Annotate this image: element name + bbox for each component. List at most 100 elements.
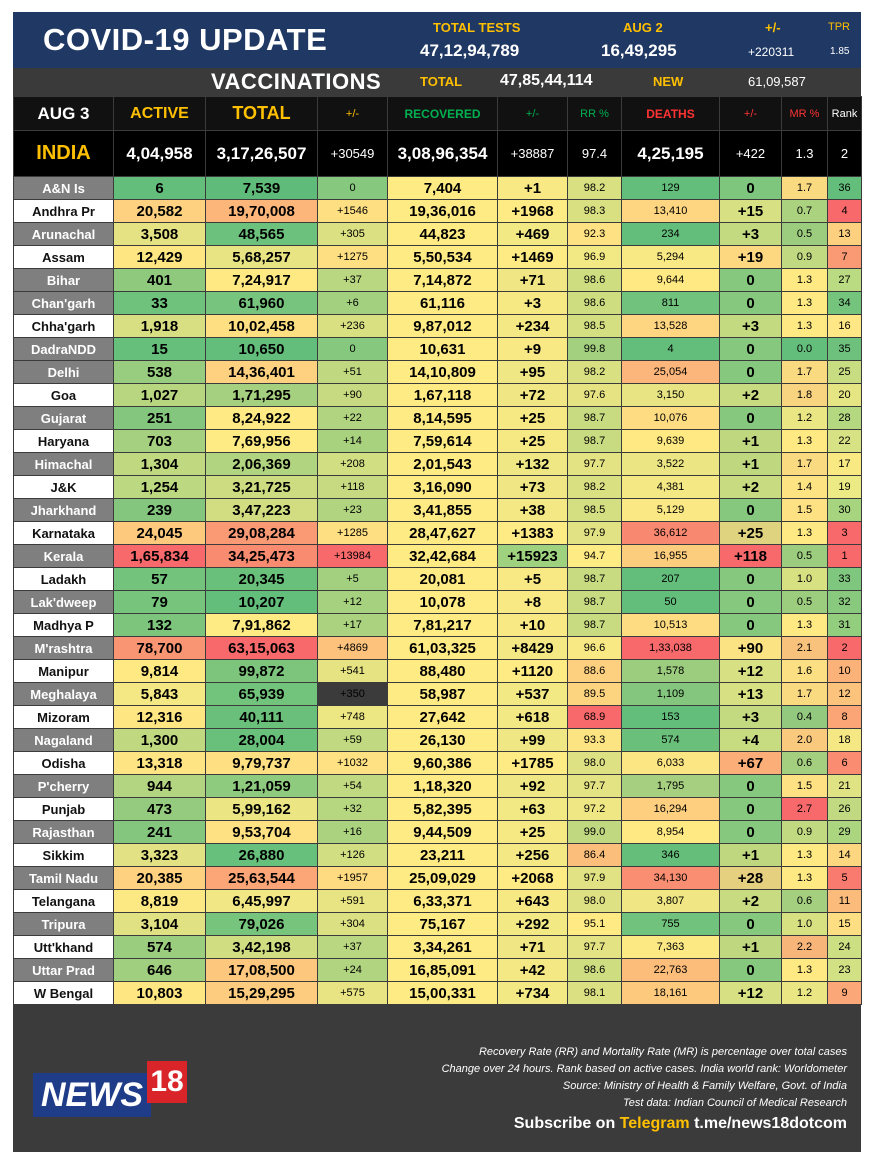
cell-active: 3,104 (113, 912, 206, 936)
cell-rr: 68.9 (567, 705, 622, 729)
cell-rank: 2 (827, 636, 862, 660)
table-row: Arunachal 3,508 48,565 +305 44,823 +469 92.3 23… (13, 222, 862, 246)
cell-active: 241 (113, 820, 206, 844)
cell-rank: 4 (827, 199, 862, 223)
table-row: Andhra Pr 20,582 19,70,008 +1546 19,36,016 +1… (13, 199, 862, 223)
cell-rr: 98.7 (567, 613, 622, 637)
cell-recovered: 10,631 (387, 337, 498, 361)
cell-total-change: +14 (317, 429, 388, 453)
table-row: A&N Is 6 7,539 0 7,404 +1 98.2 129 0 1.7 36 (13, 176, 862, 200)
cell-mr: 1.3 (781, 429, 828, 453)
cell-recovered: 20,081 (387, 567, 498, 591)
cell-total: 3,21,725 (205, 475, 318, 499)
table-row: Meghalaya 5,843 65,939 +350 58,987 +537 89.5 1,… (13, 682, 862, 706)
cell-recovered-change: +1469 (497, 245, 568, 269)
state-name: Jharkhand (13, 498, 114, 522)
logo-number: 18 (147, 1061, 187, 1103)
cell-mr: 0.0 (781, 337, 828, 361)
table-row: Himachal 1,304 2,06,369 +208 2,01,543 +132 97.… (13, 452, 862, 476)
cell-deaths-change: +3 (719, 314, 782, 338)
cell-rank: 16 (827, 314, 862, 338)
cell-total-change: +236 (317, 314, 388, 338)
cell-active: 1,65,834 (113, 544, 206, 568)
footnote-test-data: Test data: Indian Council of Medical Res… (623, 1097, 847, 1109)
table-row: Sikkim 3,323 26,880 +126 23,211 +256 86.4 346 +1… (13, 843, 862, 867)
cell-rank: 30 (827, 498, 862, 522)
cell-rr: 97.7 (567, 935, 622, 959)
cell-rr: 97.2 (567, 797, 622, 821)
state-name: Sikkim (13, 843, 114, 867)
state-name: Delhi (13, 360, 114, 384)
table-row: J&K 1,254 3,21,725 +118 3,16,090 +73 98.2 4,381… (13, 475, 862, 499)
cell-recovered: 9,44,509 (387, 820, 498, 844)
cell-recovered: 7,59,614 (387, 429, 498, 453)
cell-rr: 98.2 (567, 360, 622, 384)
cell-recovered: 32,42,684 (387, 544, 498, 568)
cell-recovered-change: +25 (497, 429, 568, 453)
aug2-label: AUG 2 (623, 20, 663, 35)
cell-total-change: +24 (317, 958, 388, 982)
cell-total-change: +591 (317, 889, 388, 913)
cell-mr: 1.4 (781, 475, 828, 499)
cell-recovered-change: +72 (497, 383, 568, 407)
cell-total: 5,99,162 (205, 797, 318, 821)
cell-total: 2,06,369 (205, 452, 318, 476)
cell-active: 1,300 (113, 728, 206, 752)
cell-active: 5,843 (113, 682, 206, 706)
cell-rank: 12 (827, 682, 862, 706)
table-row: Gujarat 251 8,24,922 +22 8,14,595 +25 98.7 10,0… (13, 406, 862, 430)
state-rows: A&N Is 6 7,539 0 7,404 +1 98.2 129 0 1.7 36 Andhra … (13, 176, 862, 1005)
cell-rank: 18 (827, 728, 862, 752)
india-total: 3,17,26,507 (205, 130, 318, 177)
state-name: Mizoram (13, 705, 114, 729)
cell-total: 65,939 (205, 682, 318, 706)
cell-recovered: 9,60,386 (387, 751, 498, 775)
cell-mr: 1.0 (781, 567, 828, 591)
cell-deaths: 9,644 (621, 268, 720, 292)
cell-rr: 95.1 (567, 912, 622, 936)
cell-deaths-change: +28 (719, 866, 782, 890)
cell-total-change: +304 (317, 912, 388, 936)
cell-total-change: +23 (317, 498, 388, 522)
state-name: Bihar (13, 268, 114, 292)
cell-deaths-change: +3 (719, 222, 782, 246)
cell-rr: 98.7 (567, 429, 622, 453)
india-recovered-change: +38887 (497, 130, 568, 177)
cell-rank: 1 (827, 544, 862, 568)
cell-recovered: 14,10,809 (387, 360, 498, 384)
cell-rank: 22 (827, 429, 862, 453)
cell-total-change: +16 (317, 820, 388, 844)
vaccinations-title: VACCINATIONS (211, 69, 382, 94)
cell-total: 7,91,862 (205, 613, 318, 637)
cell-rank: 11 (827, 889, 862, 913)
state-name: Utt'khand (13, 935, 114, 959)
cell-total: 20,345 (205, 567, 318, 591)
cell-deaths: 234 (621, 222, 720, 246)
telegram-link[interactable]: t.me/news18dotcom (689, 1115, 847, 1132)
cell-recovered-change: +3 (497, 291, 568, 315)
cell-rr: 98.0 (567, 889, 622, 913)
cell-deaths-change: +2 (719, 889, 782, 913)
cell-total-change: +12 (317, 590, 388, 614)
cell-rr: 98.2 (567, 475, 622, 499)
state-name: DadraNDD (13, 337, 114, 361)
aug2-value: 16,49,295 (601, 41, 677, 60)
cell-total-change: +54 (317, 774, 388, 798)
cell-mr: 0.4 (781, 705, 828, 729)
india-deaths: 4,25,195 (621, 130, 720, 177)
cell-recovered-change: +256 (497, 843, 568, 867)
cell-mr: 1.3 (781, 866, 828, 890)
cell-recovered-change: +618 (497, 705, 568, 729)
footnote-rates: Recovery Rate (RR) and Mortality Rate (M… (478, 1046, 847, 1058)
cell-recovered: 3,16,090 (387, 475, 498, 499)
col-recovered: RECOVERED (387, 96, 498, 131)
cell-deaths: 5,129 (621, 498, 720, 522)
cell-mr: 0.9 (781, 820, 828, 844)
state-name: Goa (13, 383, 114, 407)
table-row: Kerala 1,65,834 34,25,473 +13984 32,42,684 +1… (13, 544, 862, 568)
subscribe-line: Subscribe on Telegram t.me/news18dotcom (514, 1115, 847, 1133)
state-name: Rajasthan (13, 820, 114, 844)
col-deaths: DEATHS (621, 96, 720, 131)
table-row: Tamil Nadu 20,385 25,63,544 +1957 25,09,029 +… (13, 866, 862, 890)
table-row: Chan'garh 33 61,960 +6 61,116 +3 98.6 811 0 1.3 34 (13, 291, 862, 315)
